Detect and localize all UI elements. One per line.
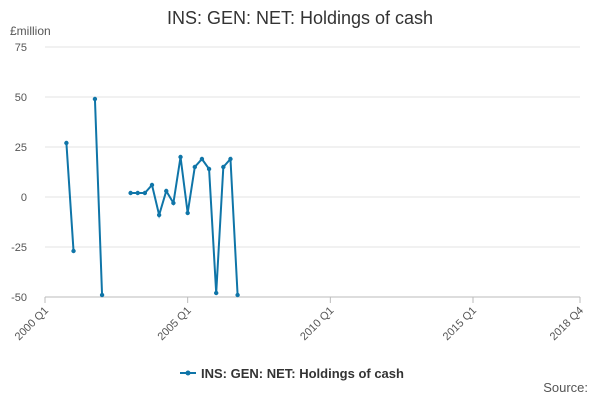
y-tick-label: 25 [15, 142, 27, 154]
data-point [221, 164, 226, 170]
data-point [64, 140, 69, 146]
y-axis-label: £million [10, 24, 51, 38]
x-tick-label: 2005 Q1 [155, 305, 193, 343]
data-point [99, 292, 105, 298]
x-tick-label: 2018 Q4 [548, 305, 586, 343]
data-point [206, 166, 212, 172]
data-point [185, 210, 190, 216]
data-point [92, 96, 98, 102]
x-tick-label: 2015 Q1 [441, 305, 479, 343]
data-point [199, 156, 205, 162]
source: Source: [543, 380, 588, 395]
legend-dot [185, 370, 191, 376]
legend-label: INS: GEN: NET: Holdings of cash [201, 366, 404, 381]
data-point [128, 190, 133, 196]
x-tick-label: 2000 Q1 [13, 305, 51, 343]
data-point [142, 190, 148, 196]
series-line [65, 98, 239, 296]
y-tick-label: -50 [11, 292, 27, 304]
data-point [135, 190, 140, 196]
data-point [192, 164, 197, 170]
data-point [71, 248, 76, 254]
chart-title: INS: GEN: NET: Holdings of cash [167, 8, 433, 28]
data-point [149, 182, 155, 188]
y-tick-label: 75 [15, 42, 27, 54]
data-point [164, 188, 169, 194]
data-point [156, 212, 162, 218]
x-tick-label: 2010 Q1 [298, 305, 336, 343]
data-point [171, 200, 176, 206]
y-tick-label: 0 [21, 192, 27, 204]
data-point [228, 156, 233, 162]
data-point [214, 290, 219, 296]
y-tick-label: -25 [11, 242, 27, 254]
data-point [178, 154, 183, 160]
data-point [235, 292, 240, 298]
y-tick-label: 50 [15, 92, 27, 104]
